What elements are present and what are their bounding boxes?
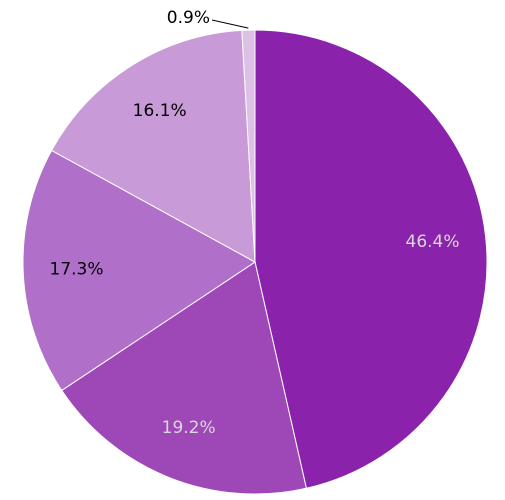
pie-slice	[241, 29, 256, 263]
pie-slice	[22, 149, 256, 392]
slice-label: 16.1%	[133, 101, 187, 121]
slice-label: 46.4%	[406, 232, 460, 252]
slice-label: 17.3%	[50, 260, 104, 280]
slice-label: 0.9%	[167, 8, 210, 28]
slice-label: 19.2%	[162, 418, 216, 438]
pie-slice	[254, 29, 488, 489]
leader-line	[211, 19, 249, 29]
pie-slice	[61, 261, 307, 495]
pie-slice	[50, 29, 256, 263]
